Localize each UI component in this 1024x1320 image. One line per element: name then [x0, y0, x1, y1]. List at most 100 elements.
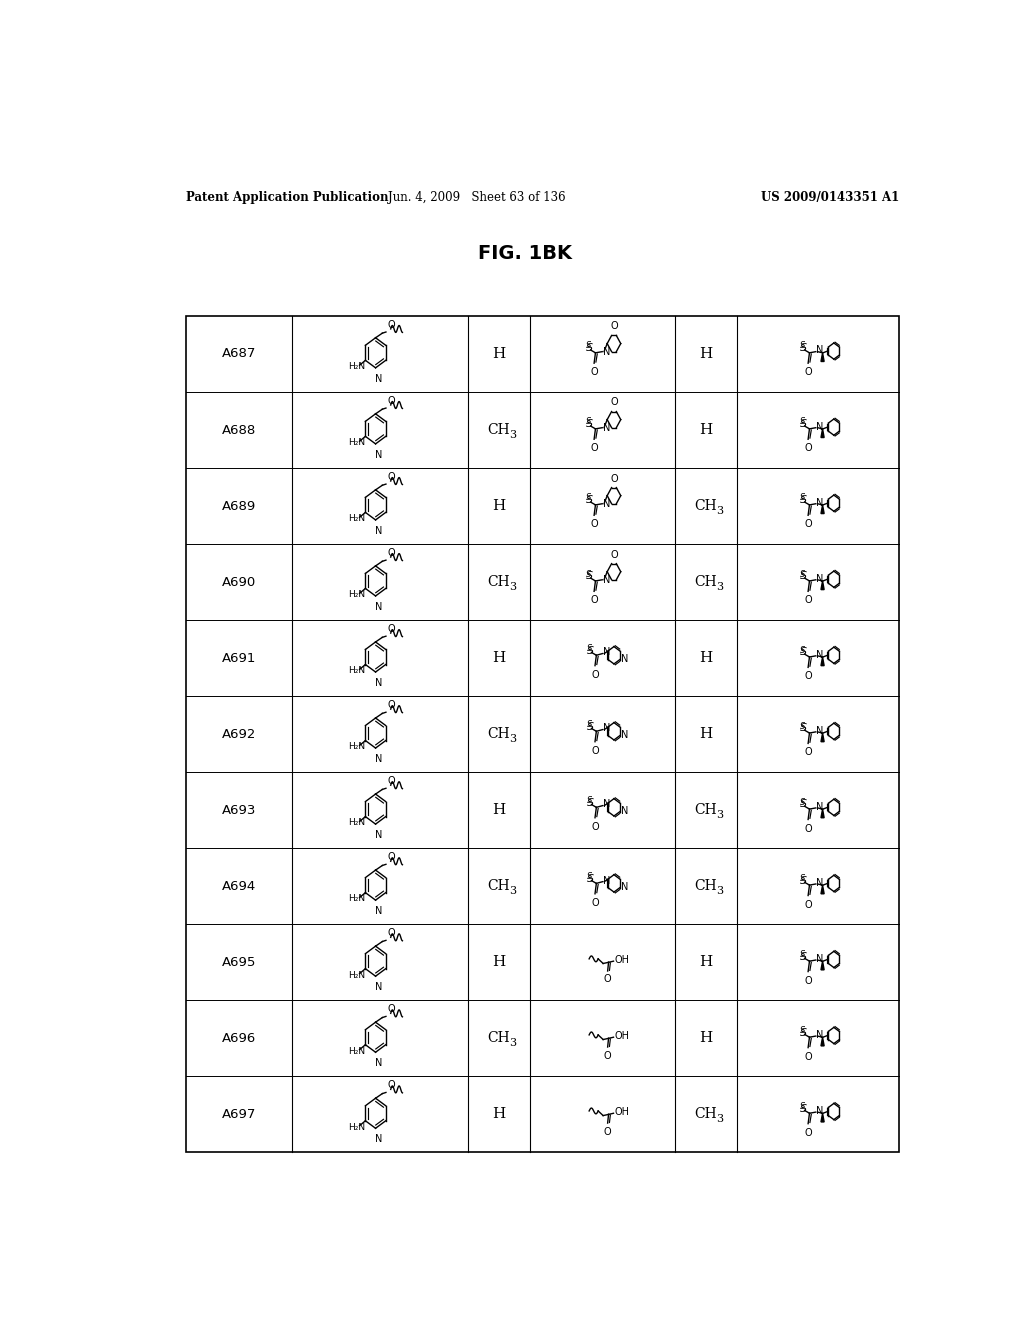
Text: O: O	[804, 672, 812, 681]
Text: O: O	[387, 319, 395, 330]
Text: O: O	[804, 519, 812, 529]
Text: O: O	[387, 1005, 395, 1014]
Text: N: N	[816, 649, 824, 660]
Text: O: O	[591, 669, 599, 680]
Text: N: N	[816, 421, 824, 432]
Polygon shape	[821, 429, 824, 437]
Text: H: H	[493, 347, 506, 360]
Text: S: S	[800, 722, 805, 730]
Text: N: N	[375, 374, 382, 384]
Text: CH: CH	[694, 804, 717, 817]
Text: H₂N: H₂N	[348, 1122, 366, 1131]
Text: N: N	[816, 574, 824, 583]
Polygon shape	[821, 352, 824, 362]
Text: 3: 3	[510, 430, 517, 440]
Text: OH: OH	[614, 1031, 630, 1041]
Text: 3: 3	[717, 810, 724, 820]
Text: O: O	[590, 519, 598, 529]
Text: S: S	[586, 494, 591, 503]
Text: S: S	[800, 647, 807, 657]
Text: H: H	[699, 956, 713, 969]
Text: H: H	[493, 804, 506, 817]
Text: O: O	[804, 1127, 812, 1138]
Text: O: O	[610, 397, 617, 408]
Text: Patent Application Publication: Patent Application Publication	[186, 190, 388, 203]
Text: O: O	[804, 975, 812, 986]
Text: N: N	[375, 450, 382, 459]
Text: S: S	[586, 572, 593, 581]
Text: S: S	[800, 1104, 807, 1114]
Text: H: H	[699, 1031, 713, 1045]
Text: O: O	[387, 700, 395, 710]
Text: S: S	[587, 719, 592, 729]
Text: CH: CH	[694, 879, 717, 894]
Text: S: S	[587, 796, 592, 805]
Text: N: N	[816, 801, 824, 812]
Text: S: S	[587, 797, 594, 808]
Polygon shape	[821, 886, 824, 894]
Text: CH: CH	[694, 499, 717, 513]
Text: CH: CH	[487, 1031, 510, 1045]
Text: S: S	[800, 874, 805, 883]
Text: S: S	[800, 800, 807, 809]
Text: US 2009/0143351 A1: US 2009/0143351 A1	[761, 190, 899, 203]
Text: H: H	[699, 727, 713, 742]
Text: S: S	[800, 417, 805, 426]
Text: OH: OH	[614, 954, 630, 965]
Text: O: O	[610, 322, 617, 331]
Text: H: H	[699, 651, 713, 665]
Text: CH: CH	[487, 576, 510, 589]
Text: H₂N: H₂N	[348, 742, 366, 751]
Text: N: N	[621, 653, 628, 664]
Text: O: O	[610, 474, 617, 483]
Text: O: O	[387, 548, 395, 558]
Text: 3: 3	[510, 582, 517, 593]
Text: N: N	[816, 346, 824, 355]
Text: N: N	[375, 678, 382, 688]
Text: N: N	[375, 982, 382, 993]
Text: S: S	[800, 420, 807, 429]
Text: S: S	[587, 873, 592, 880]
Text: S: S	[800, 952, 807, 961]
Text: S: S	[800, 572, 807, 581]
Text: S: S	[800, 1102, 805, 1111]
Polygon shape	[821, 809, 824, 818]
Text: N: N	[621, 730, 628, 741]
Text: OH: OH	[614, 1107, 630, 1117]
Text: A689: A689	[221, 499, 256, 512]
Text: H₂N: H₂N	[348, 515, 366, 523]
Text: CH: CH	[694, 1107, 717, 1122]
Text: N: N	[603, 422, 610, 433]
Text: H: H	[493, 956, 506, 969]
Text: N: N	[603, 723, 610, 734]
Text: O: O	[804, 1052, 812, 1061]
Text: O: O	[387, 396, 395, 407]
Polygon shape	[821, 657, 824, 665]
Text: O: O	[804, 747, 812, 758]
Text: O: O	[590, 444, 598, 453]
Text: H₂N: H₂N	[348, 438, 366, 447]
Text: O: O	[387, 1081, 395, 1090]
Polygon shape	[821, 961, 824, 970]
Text: O: O	[804, 595, 812, 606]
Text: A692: A692	[221, 727, 256, 741]
Text: 3: 3	[717, 886, 724, 896]
Text: N: N	[375, 1134, 382, 1144]
Text: S: S	[586, 417, 591, 426]
Text: H: H	[493, 651, 506, 665]
Text: O: O	[804, 824, 812, 833]
Text: N: N	[375, 1059, 382, 1068]
Text: H: H	[699, 347, 713, 360]
Text: A697: A697	[221, 1107, 256, 1121]
Text: 3: 3	[510, 734, 517, 744]
Text: A696: A696	[221, 1032, 256, 1045]
Text: Jun. 4, 2009   Sheet 63 of 136: Jun. 4, 2009 Sheet 63 of 136	[388, 190, 566, 203]
Bar	[186, 315, 899, 1152]
Text: O: O	[590, 595, 598, 606]
Text: N: N	[375, 754, 382, 764]
Text: O: O	[590, 367, 598, 378]
Text: S: S	[800, 495, 807, 506]
Text: N: N	[375, 907, 382, 916]
Text: O: O	[804, 899, 812, 909]
Text: N: N	[816, 954, 824, 964]
